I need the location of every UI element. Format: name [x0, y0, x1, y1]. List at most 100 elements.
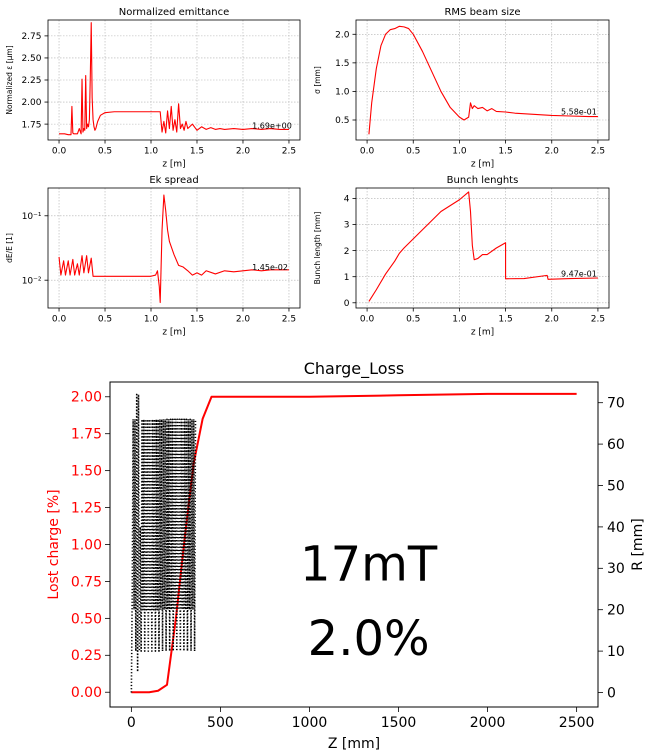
y-right-axis-label: R [mm]	[630, 518, 646, 570]
y-tick-label: 2.50	[21, 54, 41, 64]
x-tick-label: 2.0	[236, 315, 251, 325]
y-tick-label: 1.50	[71, 464, 102, 480]
x-tick-label: 1.5	[190, 147, 204, 157]
y-tick-label: 10⁻¹	[22, 212, 42, 222]
final-value-annotation: 5.58e-01	[561, 107, 597, 116]
x-tick-label: 0.5	[406, 147, 420, 157]
x-tick-label: 1.5	[498, 147, 512, 157]
x-tick-label: 2.0	[545, 147, 560, 157]
x-tick-label: 1.0	[452, 147, 467, 157]
y-tick-label: 1.00	[71, 537, 102, 553]
y-tick-label: 4	[344, 195, 350, 205]
chart-title: Charge_Loss	[304, 359, 405, 379]
chart-panels: 0.0 0.5 1.0 1.5 2.0 2.51.752.002.252.502.75No…	[5, 7, 646, 752]
x-tick-label: 1.0	[452, 315, 467, 325]
y-tick-label: 3	[344, 221, 350, 231]
y-tick-label: 1.75	[21, 120, 41, 130]
x-axis-label: z [m]	[162, 160, 185, 170]
y-axis-label: Lost charge [%]	[46, 489, 62, 599]
chart-title: Ek spread	[149, 175, 198, 186]
x-tick-label: 1.0	[144, 315, 159, 325]
y-right-tick-label: 40	[607, 520, 625, 536]
y-axis-label: Bunch length [mm]	[313, 212, 322, 285]
series-line-1	[58, 194, 289, 304]
x-tick-label: 2.5	[591, 147, 605, 157]
chart-title: Bunch lenghts	[447, 175, 519, 186]
x-tick-label: 2.0	[545, 315, 560, 325]
y-tick-label: 1.25	[71, 500, 102, 516]
chart-title: RMS beam size	[444, 7, 520, 18]
chart-panel-5: 0 500 1000 1500 2000 25000.000.250.500.751.00…	[46, 359, 646, 752]
y-tick-label: 1.0	[335, 88, 350, 98]
x-axis-label: z [m]	[471, 160, 494, 170]
y-right-tick-label: 70	[607, 396, 625, 412]
axes-frame	[355, 19, 610, 141]
x-axis-label: Z [mm]	[328, 736, 380, 752]
y-tick-label: 0.25	[71, 648, 102, 664]
y-tick-label: 1	[344, 273, 350, 283]
x-tick-label: 2000	[470, 715, 506, 731]
x-tick-label: 2.5	[282, 147, 296, 157]
y-right-tick-label: 20	[607, 603, 625, 619]
series-line-1	[59, 22, 289, 136]
y-axis-label: dE/E [1]	[5, 233, 14, 263]
series-line-1	[368, 191, 598, 302]
x-tick-label: 0.0	[360, 315, 375, 325]
loss-percentage-text: 2.0%	[308, 611, 430, 667]
final-value-annotation: 1.45e-02	[252, 263, 288, 272]
x-tick-label: 0.5	[406, 315, 420, 325]
x-tick-label: 0.5	[98, 315, 112, 325]
x-tick-label: 2.5	[591, 315, 605, 325]
y-tick-label: 0	[344, 299, 350, 309]
y-tick-label: 0.5	[335, 116, 349, 126]
y-right-tick-label: 30	[607, 561, 625, 577]
x-tick-label: 0.5	[98, 147, 112, 157]
series-line-2	[130, 393, 197, 693]
y-axis-label: σ [mm]	[313, 66, 322, 94]
axes-frame	[47, 187, 301, 309]
y-tick-label: 0.00	[71, 685, 102, 701]
y-right-tick-label: 0	[607, 685, 616, 701]
y-right-tick-label: 60	[607, 437, 625, 453]
y-tick-label: 2.75	[21, 32, 41, 42]
final-value-annotation: 1.69e+00	[252, 122, 292, 131]
x-axis-label: z [m]	[162, 328, 185, 338]
x-tick-label: 1500	[381, 715, 417, 731]
y-tick-label: 0.75	[71, 574, 102, 590]
field-strength-text: 17mT	[300, 536, 438, 592]
chart-panel-3: 0.0 0.5 1.0 1.5 2.0 2.5 10⁻² 10⁻¹ Ek spread z [m]…	[5, 175, 301, 338]
x-tick-label: 2.5	[282, 315, 296, 325]
y-tick-label: 2.00	[71, 390, 102, 406]
x-tick-label: 0.0	[52, 147, 67, 157]
y-tick-label: 10⁻²	[22, 276, 42, 286]
x-tick-label: 1.0	[144, 147, 159, 157]
y-tick-label: 1.5	[335, 59, 349, 69]
x-tick-label: 1.5	[190, 315, 204, 325]
y-tick-label: 2.25	[21, 76, 41, 86]
chart-panel-1: 0.0 0.5 1.0 1.5 2.0 2.5 1.75 2.00 2.25 2.50 2.75 No…	[5, 7, 301, 170]
x-tick-label: 0.0	[52, 315, 67, 325]
axes-frame	[355, 187, 610, 309]
y-tick-label: 2.0	[335, 30, 350, 40]
x-tick-label: 500	[207, 715, 234, 731]
y-tick-label: 0.50	[71, 611, 102, 627]
x-tick-label: 0	[127, 715, 136, 731]
y-right-tick-label: 50	[607, 478, 625, 494]
x-tick-label: 1.5	[498, 315, 512, 325]
y-right-tick-label: 10	[607, 644, 625, 660]
y-tick-label: 2.00	[21, 98, 41, 108]
series-line-1	[368, 25, 598, 135]
y-tick-label: 1.75	[71, 427, 102, 443]
x-tick-label: 1000	[292, 715, 328, 731]
x-tick-label: 2.0	[236, 147, 251, 157]
y-axis-label: Normalized ε [μm]	[5, 45, 14, 114]
y-tick-label: 2	[344, 247, 350, 257]
final-value-annotation: 9.47e-01	[561, 270, 597, 279]
chart-panel-4: 0.0 0.5 1.0 1.5 2.0 2.5 0 1 2 3 4 Bunch lenghts z [m…	[313, 175, 610, 338]
chart-title: Normalized emittance	[119, 7, 230, 18]
x-tick-label: 0.0	[360, 147, 375, 157]
x-axis-label: z [m]	[471, 328, 494, 338]
x-tick-label: 2500	[559, 715, 595, 731]
